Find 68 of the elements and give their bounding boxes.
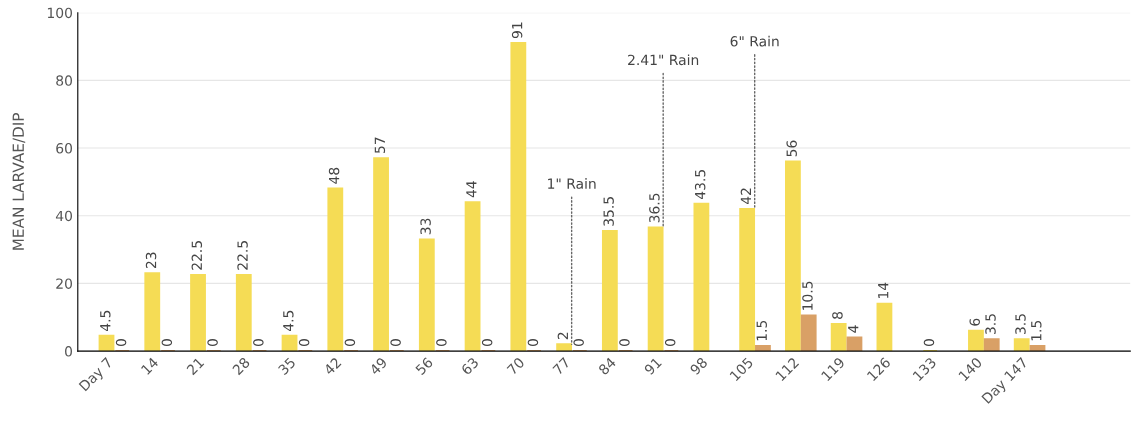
data-label: 33 (420, 218, 431, 235)
data-label: 91 (511, 22, 523, 39)
x-tick-label: 140 (958, 356, 983, 382)
x-tick-label: 21 (186, 357, 205, 376)
data-label: 0 (161, 339, 173, 347)
data-label: 22.5 (191, 241, 203, 270)
x-tick-label: 70 (506, 356, 525, 376)
y-tick-label: 20 (56, 278, 73, 289)
data-label: 0 (573, 339, 584, 347)
x-tick-label: 35 (277, 356, 296, 376)
data-label: 0 (344, 339, 356, 347)
data-label: 0 (390, 339, 401, 347)
x-tick-label: 56 (414, 356, 434, 376)
data-label: 1.5 (1031, 320, 1042, 341)
data-label: 10.5 (802, 281, 813, 310)
data-label: 0 (923, 339, 935, 347)
data-label: 22.5 (237, 241, 248, 270)
y-tick-label: 40 (55, 210, 73, 222)
data-label: 8 (832, 311, 843, 319)
y-axis-title: MEAN LARVAE/DIP (12, 112, 26, 250)
data-label: 0 (253, 339, 264, 347)
x-tick-label: 77 (552, 357, 571, 376)
x-tick-label: 105 (729, 356, 754, 382)
data-label: 42 (740, 188, 751, 205)
annotation: 6" Rain (730, 35, 779, 47)
data-label: 56 (786, 140, 797, 157)
x-tick-label: 42 (323, 357, 342, 376)
x-tick-label: 49 (368, 356, 388, 376)
data-label: 4.5 (100, 310, 111, 332)
data-label: 1.5 (756, 320, 767, 341)
data-label: 44 (466, 181, 477, 198)
x-tick-label: 91 (643, 357, 662, 376)
x-tick-label: 133 (912, 356, 937, 382)
x-tick-label: Day 7 (78, 357, 115, 394)
data-label: 48 (328, 167, 340, 184)
data-label: 0 (619, 339, 630, 347)
data-label: 14 (878, 282, 889, 299)
x-tick-label: 28 (231, 356, 251, 376)
data-label: 0 (298, 339, 310, 347)
x-tick-label: 84 (597, 356, 617, 376)
annotation: 2.41" Rain (628, 54, 699, 66)
data-label: 2 (557, 332, 568, 340)
data-label: 0 (481, 339, 493, 347)
data-label: 6 (969, 318, 980, 326)
data-label: 0 (115, 339, 127, 347)
data-label: 35.5 (603, 197, 614, 226)
x-tick-label: 14 (140, 356, 159, 375)
y-tick-label: 60 (56, 143, 73, 154)
data-label: 4 (848, 325, 859, 333)
y-tick-label: 100 (47, 7, 73, 19)
data-label: 0 (664, 339, 676, 347)
x-tick-label: 112 (775, 357, 800, 382)
data-label: 43.5 (694, 170, 706, 200)
x-tick-label: 63 (460, 356, 480, 376)
x-tick-label: 98 (689, 356, 708, 376)
data-label: 57 (374, 137, 386, 153)
y-tick-label: 0 (65, 346, 73, 357)
data-label: 0 (527, 339, 539, 347)
data-label: 23 (145, 252, 157, 269)
data-label: 36.5 (649, 193, 660, 223)
data-label: 0 (207, 339, 218, 347)
annotation: 1" Rain (548, 178, 596, 189)
data-label: 3.5 (985, 314, 996, 335)
y-tick-label: 80 (56, 75, 73, 86)
data-label: 3.5 (1015, 314, 1026, 335)
data-label: 0 (436, 339, 447, 347)
data-label: 4.5 (283, 310, 294, 332)
x-tick-label: 119 (820, 356, 846, 382)
